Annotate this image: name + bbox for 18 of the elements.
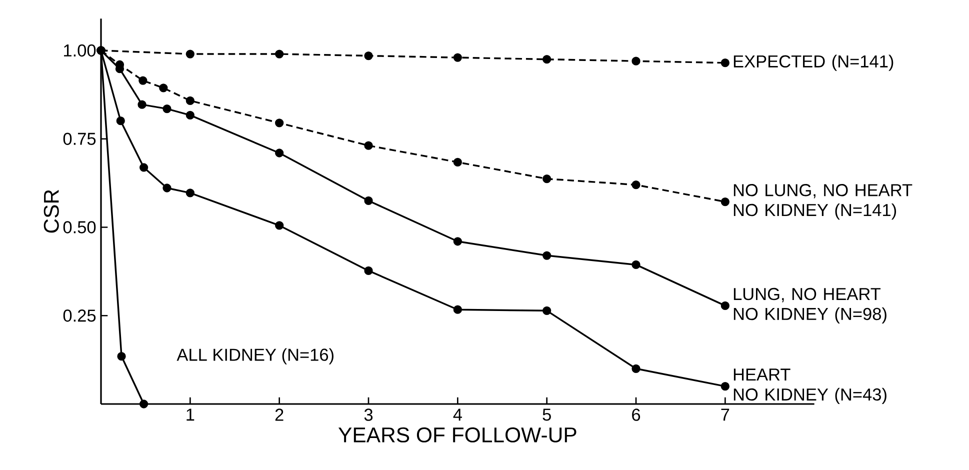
x-tick-label: 3 — [364, 408, 373, 421]
x-tick-label: 7 — [721, 408, 730, 421]
y-tick-label: 0.75 — [63, 132, 96, 145]
x-tick-label: 4 — [453, 408, 462, 421]
y-tick-label: 0.50 — [63, 221, 96, 234]
x-tick-label: 2 — [275, 408, 284, 421]
x-tick-label: 6 — [632, 408, 640, 421]
y-tick-label: 1.00 — [64, 44, 96, 57]
x-axis-title: YEARS OF FOLLOW-UP — [338, 427, 576, 442]
series-label: EXPECTED (N=141) — [734, 54, 894, 71]
y-tick-label: 0.25 — [63, 310, 96, 322]
series-label: HEART NO KIDNEY (N=43) — [734, 368, 886, 404]
x-tick-label: 5 — [542, 408, 551, 421]
series-label: LUNG, NO HEART NO KIDNEY (N=98) — [734, 288, 886, 324]
y-axis-title: CSR — [44, 190, 59, 233]
x-tick-label: 1 — [186, 408, 194, 421]
text: ALL KIDNEY (N=16) — [176, 348, 334, 364]
series-label: NO LUNG, NO HEART NO KIDNEY (N=141) — [734, 184, 912, 220]
